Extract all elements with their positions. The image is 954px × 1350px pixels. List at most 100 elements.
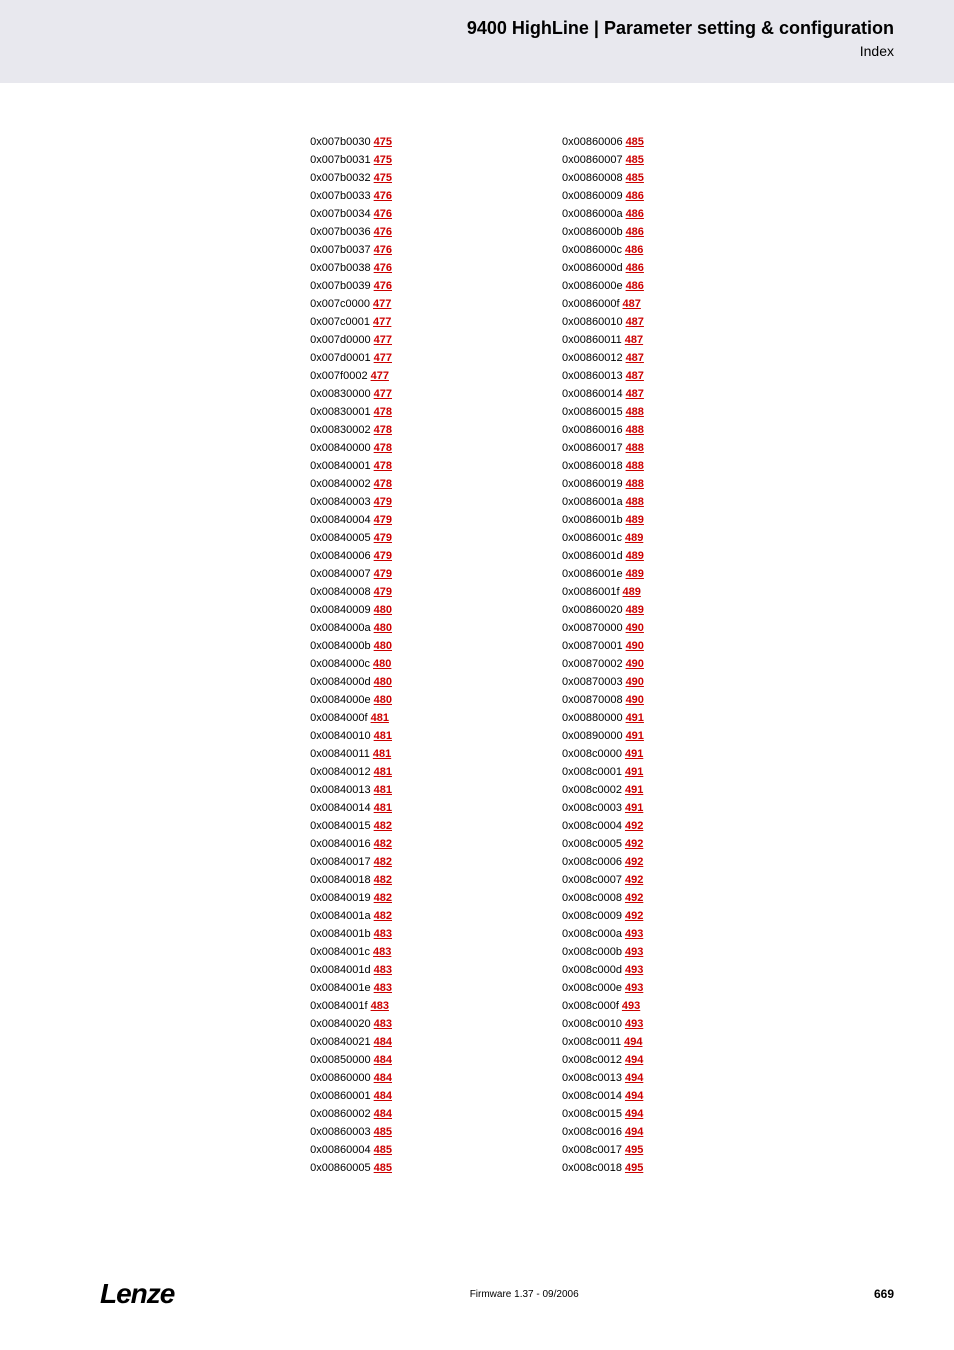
entry-page-link[interactable]: 480 xyxy=(373,658,391,670)
entry-page-link[interactable]: 483 xyxy=(374,928,392,940)
entry-page-link[interactable]: 491 xyxy=(625,766,643,778)
entry-page-link[interactable]: 494 xyxy=(625,1072,643,1084)
entry-page-link[interactable]: 475 xyxy=(374,172,392,184)
entry-page-link[interactable]: 478 xyxy=(374,424,392,436)
entry-page-link[interactable]: 482 xyxy=(374,838,392,850)
entry-page-link[interactable]: 489 xyxy=(625,532,643,544)
entry-page-link[interactable]: 484 xyxy=(374,1036,392,1048)
entry-page-link[interactable]: 484 xyxy=(374,1090,392,1102)
entry-page-link[interactable]: 480 xyxy=(374,622,392,634)
entry-page-link[interactable]: 487 xyxy=(626,370,644,382)
entry-page-link[interactable]: 483 xyxy=(374,1018,392,1030)
entry-page-link[interactable]: 478 xyxy=(374,460,392,472)
entry-page-link[interactable]: 492 xyxy=(625,892,643,904)
entry-page-link[interactable]: 484 xyxy=(374,1072,392,1084)
entry-page-link[interactable]: 489 xyxy=(626,550,644,562)
entry-page-link[interactable]: 482 xyxy=(374,856,392,868)
entry-page-link[interactable]: 489 xyxy=(626,604,644,616)
entry-page-link[interactable]: 486 xyxy=(625,244,643,256)
entry-page-link[interactable]: 491 xyxy=(626,712,644,724)
entry-page-link[interactable]: 494 xyxy=(625,1108,643,1120)
entry-page-link[interactable]: 489 xyxy=(626,514,644,526)
entry-page-link[interactable]: 494 xyxy=(625,1090,643,1102)
entry-page-link[interactable]: 493 xyxy=(625,928,643,940)
entry-page-link[interactable]: 477 xyxy=(371,370,389,382)
entry-page-link[interactable]: 483 xyxy=(371,1000,389,1012)
entry-page-link[interactable]: 495 xyxy=(625,1144,643,1156)
entry-page-link[interactable]: 494 xyxy=(625,1126,643,1138)
entry-page-link[interactable]: 492 xyxy=(625,856,643,868)
entry-page-link[interactable]: 481 xyxy=(374,784,392,796)
entry-page-link[interactable]: 480 xyxy=(374,640,392,652)
entry-page-link[interactable]: 477 xyxy=(374,388,392,400)
entry-page-link[interactable]: 482 xyxy=(374,820,392,832)
entry-page-link[interactable]: 491 xyxy=(625,748,643,760)
entry-page-link[interactable]: 489 xyxy=(623,586,641,598)
entry-page-link[interactable]: 481 xyxy=(374,730,392,742)
entry-page-link[interactable]: 488 xyxy=(626,496,644,508)
entry-page-link[interactable]: 481 xyxy=(374,802,392,814)
entry-page-link[interactable]: 478 xyxy=(374,406,392,418)
entry-page-link[interactable]: 484 xyxy=(374,1108,392,1120)
entry-page-link[interactable]: 487 xyxy=(626,352,644,364)
entry-page-link[interactable]: 480 xyxy=(374,604,392,616)
entry-page-link[interactable]: 476 xyxy=(374,244,392,256)
entry-page-link[interactable]: 490 xyxy=(626,694,644,706)
entry-page-link[interactable]: 488 xyxy=(626,460,644,472)
entry-page-link[interactable]: 485 xyxy=(626,136,644,148)
entry-page-link[interactable]: 494 xyxy=(625,1054,643,1066)
entry-page-link[interactable]: 495 xyxy=(625,1162,643,1174)
entry-page-link[interactable]: 483 xyxy=(374,964,392,976)
entry-page-link[interactable]: 485 xyxy=(626,154,644,166)
entry-page-link[interactable]: 493 xyxy=(622,1000,640,1012)
entry-page-link[interactable]: 476 xyxy=(374,208,392,220)
entry-page-link[interactable]: 481 xyxy=(374,766,392,778)
entry-page-link[interactable]: 489 xyxy=(626,568,644,580)
entry-page-link[interactable]: 485 xyxy=(374,1162,392,1174)
entry-page-link[interactable]: 493 xyxy=(625,1018,643,1030)
entry-page-link[interactable]: 476 xyxy=(374,262,392,274)
entry-page-link[interactable]: 479 xyxy=(374,532,392,544)
entry-page-link[interactable]: 479 xyxy=(374,586,392,598)
entry-page-link[interactable]: 477 xyxy=(373,316,391,328)
entry-page-link[interactable]: 486 xyxy=(626,226,644,238)
entry-page-link[interactable]: 475 xyxy=(374,136,392,148)
entry-page-link[interactable]: 482 xyxy=(374,892,392,904)
entry-page-link[interactable]: 476 xyxy=(374,190,392,202)
entry-page-link[interactable]: 491 xyxy=(625,802,643,814)
entry-page-link[interactable]: 488 xyxy=(626,406,644,418)
entry-page-link[interactable]: 485 xyxy=(374,1126,392,1138)
entry-page-link[interactable]: 485 xyxy=(374,1144,392,1156)
entry-page-link[interactable]: 488 xyxy=(626,478,644,490)
entry-page-link[interactable]: 490 xyxy=(626,622,644,634)
entry-page-link[interactable]: 481 xyxy=(371,712,389,724)
entry-page-link[interactable]: 492 xyxy=(625,874,643,886)
entry-page-link[interactable]: 493 xyxy=(625,946,643,958)
entry-page-link[interactable]: 477 xyxy=(374,334,392,346)
entry-page-link[interactable]: 479 xyxy=(374,496,392,508)
entry-page-link[interactable]: 483 xyxy=(373,946,391,958)
entry-page-link[interactable]: 477 xyxy=(374,352,392,364)
entry-page-link[interactable]: 487 xyxy=(626,388,644,400)
entry-page-link[interactable]: 483 xyxy=(374,982,392,994)
entry-page-link[interactable]: 479 xyxy=(374,514,392,526)
entry-page-link[interactable]: 491 xyxy=(625,784,643,796)
entry-page-link[interactable]: 492 xyxy=(625,838,643,850)
entry-page-link[interactable]: 492 xyxy=(625,910,643,922)
entry-page-link[interactable]: 475 xyxy=(374,154,392,166)
entry-page-link[interactable]: 479 xyxy=(374,568,392,580)
entry-page-link[interactable]: 490 xyxy=(626,676,644,688)
entry-page-link[interactable]: 491 xyxy=(626,730,644,742)
entry-page-link[interactable]: 485 xyxy=(626,172,644,184)
entry-page-link[interactable]: 487 xyxy=(625,334,643,346)
entry-page-link[interactable]: 482 xyxy=(374,910,392,922)
entry-page-link[interactable]: 488 xyxy=(626,424,644,436)
entry-page-link[interactable]: 493 xyxy=(625,964,643,976)
entry-page-link[interactable]: 487 xyxy=(626,316,644,328)
entry-page-link[interactable]: 478 xyxy=(374,442,392,454)
entry-page-link[interactable]: 476 xyxy=(374,226,392,238)
entry-page-link[interactable]: 493 xyxy=(625,982,643,994)
entry-page-link[interactable]: 490 xyxy=(626,640,644,652)
entry-page-link[interactable]: 486 xyxy=(626,280,644,292)
entry-page-link[interactable]: 480 xyxy=(374,694,392,706)
